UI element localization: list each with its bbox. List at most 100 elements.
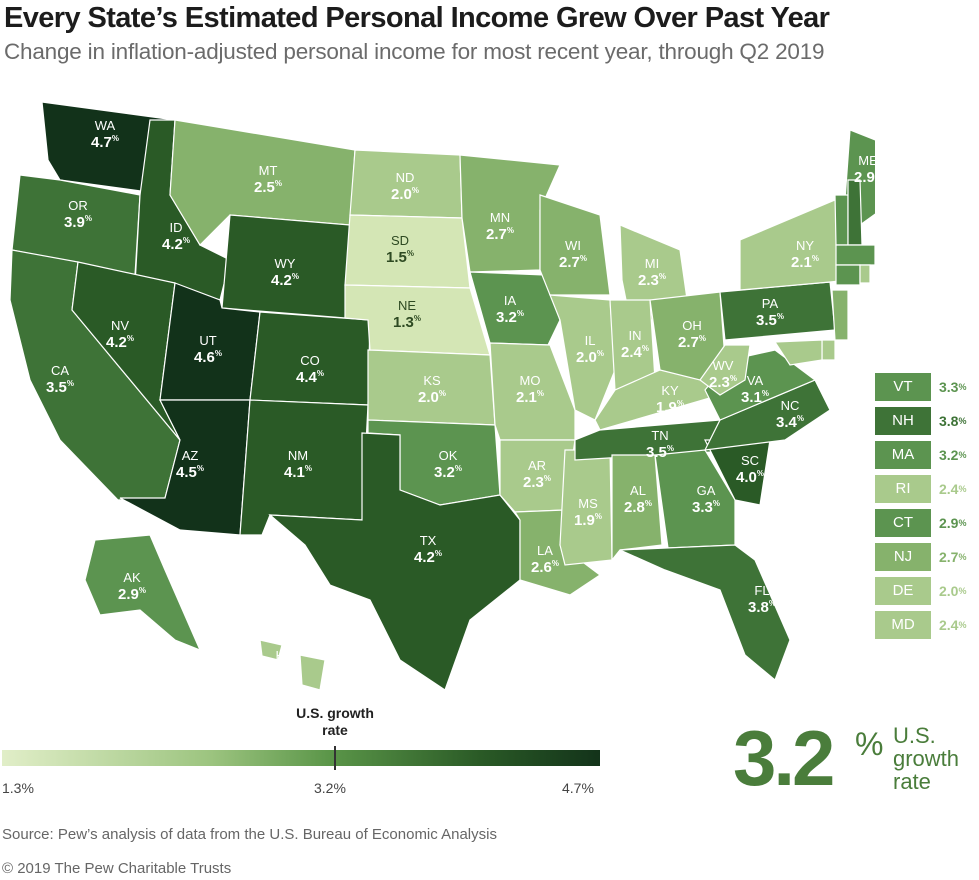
state-label-oh: OH xyxy=(682,318,702,333)
state-label-va: VA xyxy=(747,373,764,388)
state-label-ky: KY xyxy=(661,383,679,398)
state-ak xyxy=(84,534,202,652)
state-label-ks: KS xyxy=(423,373,441,388)
state-label-me: ME xyxy=(858,153,875,168)
state-label-nm: NM xyxy=(288,448,308,463)
state-label-mn: MN xyxy=(490,210,510,225)
state-label-ar: AR xyxy=(528,458,546,473)
state-vt xyxy=(834,194,849,246)
state-hi xyxy=(259,639,326,691)
legend-row-nh: NH 3.8% xyxy=(875,407,979,437)
page-subtitle: Change in inflation-adjusted personal in… xyxy=(4,39,825,64)
legend-state-value: 2.7% xyxy=(939,549,967,565)
state-value-hi: 2.0% xyxy=(268,664,296,681)
us-rate-label: U.S. growth rate xyxy=(893,723,960,794)
state-label-az: AZ xyxy=(182,448,199,463)
state-label-mo: MO xyxy=(520,373,541,388)
state-label-tx: TX xyxy=(420,533,437,548)
state-ct xyxy=(835,264,861,286)
state-wv xyxy=(699,344,751,396)
page-title: Every State’s Estimated Personal Income … xyxy=(4,2,830,34)
legend-row-de: DE 2.0% xyxy=(875,577,979,607)
state-ia xyxy=(469,271,561,346)
copyright-note: © 2019 The Pew Charitable Trusts xyxy=(2,860,232,877)
state-wa xyxy=(41,101,176,196)
state-md xyxy=(773,339,823,366)
state-label-hi: HI xyxy=(276,648,289,663)
legend-state-value: 3.3% xyxy=(939,379,967,395)
us-rate-value: 3.2 xyxy=(733,714,835,802)
state-label-ca: CA xyxy=(51,363,69,378)
legend-state-value: 3.8% xyxy=(939,413,967,429)
state-nh xyxy=(847,179,863,246)
legend-row-ma: MA 3.2% xyxy=(875,441,979,471)
state-label-ok: OK xyxy=(439,448,458,463)
state-label-wi: WI xyxy=(565,238,581,253)
state-ma xyxy=(835,244,875,266)
state-label-tn: TN xyxy=(651,428,668,443)
state-label-co: CO xyxy=(300,353,320,368)
legend-state-box: NJ xyxy=(875,543,931,571)
state-value-ky: 1.9% xyxy=(656,399,684,416)
state-label-ga: GA xyxy=(697,483,716,498)
color-scale-bar xyxy=(2,750,600,766)
state-label-mi: MI xyxy=(645,256,659,271)
legend-state-box: MD xyxy=(875,611,931,639)
source-note: Source: Pew’s analysis of data from the … xyxy=(2,826,497,843)
legend-state-box: RI xyxy=(875,475,931,503)
state-label-pa: PA xyxy=(762,296,779,311)
state-ri xyxy=(859,264,871,284)
legend-state-value: 3.2% xyxy=(939,447,967,463)
legend-row-vt: VT 3.3% xyxy=(875,373,979,403)
legend-state-box: CT xyxy=(875,509,931,537)
state-label-nc: NC xyxy=(781,398,800,413)
state-al xyxy=(611,454,663,562)
us-growth-marker xyxy=(334,746,336,770)
state-de xyxy=(821,339,836,361)
state-ga xyxy=(654,449,736,549)
state-label-wa: WA xyxy=(95,118,116,133)
state-nj xyxy=(831,289,849,341)
state-fl xyxy=(619,544,791,682)
state-label-sd: SD xyxy=(391,233,409,248)
state-label-fl: FL xyxy=(754,583,769,598)
state-label-ak: AK xyxy=(123,570,141,585)
state-label-sc: SC xyxy=(741,453,759,468)
state-wi xyxy=(539,194,611,296)
state-label-ia: IA xyxy=(504,293,517,308)
legend-state-value: 2.4% xyxy=(939,617,967,633)
state-label-al: AL xyxy=(630,483,646,498)
state-label-ne: NE xyxy=(398,298,416,313)
state-label-ny: NY xyxy=(796,238,814,253)
state-label-la: LA xyxy=(537,543,553,558)
state-label-nv: NV xyxy=(111,318,129,333)
state-label-ut: UT xyxy=(199,333,216,348)
scale-max-label: 4.7% xyxy=(562,780,594,796)
us-growth-marker-label: U.S. growth rate xyxy=(296,705,374,738)
legend-row-md: MD 2.4% xyxy=(875,611,979,641)
legend-state-box: MA xyxy=(875,441,931,469)
state-tx xyxy=(268,432,521,691)
state-label-or: OR xyxy=(68,198,88,213)
legend-state-box: DE xyxy=(875,577,931,605)
state-label-id: ID xyxy=(170,220,183,235)
state-pa xyxy=(719,281,836,341)
state-label-wv: WV xyxy=(713,358,734,373)
state-label-mt: MT xyxy=(259,163,278,178)
state-value-me: 2.9% xyxy=(854,169,875,186)
legend-state-value: 2.9% xyxy=(939,515,967,531)
legend-state-box: NH xyxy=(875,407,931,435)
state-label-wy: WY xyxy=(275,256,296,271)
us-income-map: WA4.7%OR3.9%CA3.5%ID4.2%NV4.2%MT2.5%WY4.… xyxy=(9,101,875,691)
legend-state-value: 2.0% xyxy=(939,583,967,599)
state-label-nd: ND xyxy=(396,170,415,185)
state-label-in: IN xyxy=(629,328,642,343)
us-rate-pct: % xyxy=(855,726,884,762)
state-label-il: IL xyxy=(585,333,596,348)
scale-min-label: 1.3% xyxy=(2,780,34,796)
legend-row-ct: CT 2.9% xyxy=(875,509,979,539)
legend-state-box: VT xyxy=(875,373,931,401)
legend-row-ri: RI 2.4% xyxy=(875,475,979,505)
state-label-ms: MS xyxy=(578,496,598,511)
legend-row-nj: NJ 2.7% xyxy=(875,543,979,573)
